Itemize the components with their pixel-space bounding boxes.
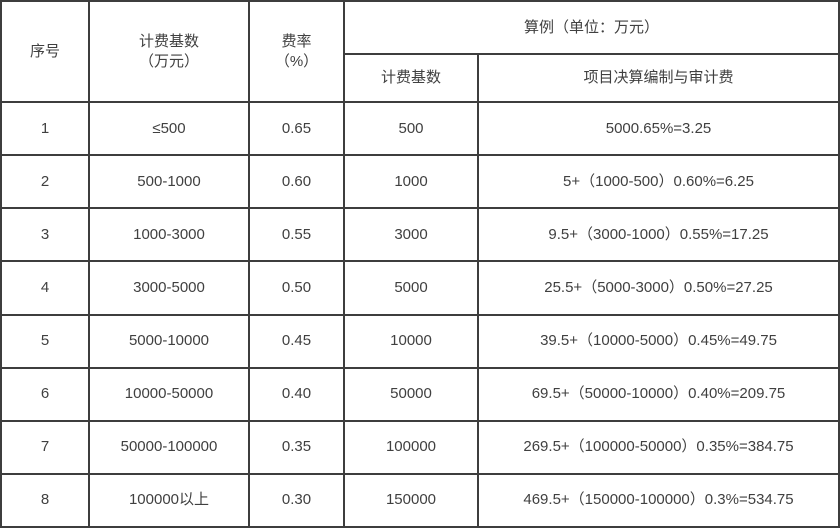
cell-calc-base: 3000 [343, 207, 479, 263]
cell-no: 7 [0, 419, 90, 475]
column-header-example: 算例（单位：万元） [343, 0, 840, 55]
header-row-sub: 计费基数 项目决算编制与审计费 [1, 53, 840, 103]
column-header-rate: 费率 （%） [248, 0, 345, 103]
column-header-base-line2: （万元） [138, 52, 199, 70]
cell-calc-base: 100000 [343, 419, 479, 475]
subcolumn-header-fee: 项目决算编制与审计费 [477, 53, 840, 103]
cell-no: 8 [0, 472, 90, 528]
table-row: 7 50000-100000 0.35 100000 269.5+（100000… [0, 419, 840, 475]
cell-formula: 5+（1000-500）0.60%=6.25 [477, 154, 840, 210]
cell-formula: 69.5+（50000-10000）0.40%=209.75 [477, 366, 840, 422]
cell-no: 2 [0, 154, 90, 210]
cell-rate: 0.40 [248, 366, 345, 422]
cell-rate: 0.35 [248, 419, 345, 475]
cell-base: 1000-3000 [88, 207, 250, 263]
cell-base: 10000-50000 [88, 366, 250, 422]
cell-base: ≤500 [88, 100, 250, 157]
cell-formula: 9.5+（3000-1000）0.55%=17.25 [477, 207, 840, 263]
cell-base: 3000-5000 [88, 260, 250, 316]
cell-base: 100000以上 [88, 472, 250, 528]
cell-calc-base: 5000 [343, 260, 479, 316]
cell-calc-base: 10000 [343, 313, 479, 369]
column-header-base-line1: 计费基数 [138, 32, 199, 50]
column-header-base: 计费基数 （万元） [88, 0, 250, 103]
cell-no: 4 [0, 260, 90, 316]
column-header-rate-line1: 费率 [281, 32, 312, 50]
cell-rate: 0.30 [248, 472, 345, 528]
cell-no: 6 [0, 366, 90, 422]
table-header: 序号 计费基数 （万元） 费率 （%） 算例（单位：万元） 计费基数 项目决算编… [0, 0, 840, 103]
table-row: 1 ≤500 0.65 500 5000.65%=3.25 [0, 100, 840, 157]
subcolumn-header-calc-base: 计费基数 [343, 53, 479, 103]
cell-formula: 25.5+（5000-3000）0.50%=27.25 [477, 260, 840, 316]
cell-calc-base: 150000 [343, 472, 479, 528]
cell-rate: 0.60 [248, 154, 345, 210]
cell-formula: 5000.65%=3.25 [477, 100, 840, 157]
column-header-rate-line2: （%） [274, 52, 319, 70]
cell-base: 5000-10000 [88, 313, 250, 369]
table-row: 2 500-1000 0.60 1000 5+（1000-500）0.60%=6… [0, 154, 840, 210]
cell-no: 5 [0, 313, 90, 369]
table-row: 3 1000-3000 0.55 3000 9.5+（3000-1000）0.5… [0, 207, 840, 263]
cell-no: 3 [0, 207, 90, 263]
cell-formula: 269.5+（100000-50000）0.35%=384.75 [477, 419, 840, 475]
column-header-no: 序号 [0, 0, 90, 103]
cell-rate: 0.55 [248, 207, 345, 263]
cell-formula: 39.5+（10000-5000）0.45%=49.75 [477, 313, 840, 369]
table-row: 8 100000以上 0.30 150000 469.5+（150000-100… [0, 472, 840, 528]
cell-base: 500-1000 [88, 154, 250, 210]
cell-calc-base: 500 [343, 100, 479, 157]
cell-calc-base: 50000 [343, 366, 479, 422]
table-body: 1 ≤500 0.65 500 5000.65%=3.25 2 500-1000… [0, 100, 840, 528]
cell-no: 1 [0, 100, 90, 157]
table-row: 5 5000-10000 0.45 10000 39.5+（10000-5000… [0, 313, 840, 369]
cell-rate: 0.65 [248, 100, 345, 157]
table-row: 4 3000-5000 0.50 5000 25.5+（5000-3000）0.… [0, 260, 840, 316]
cell-base: 50000-100000 [88, 419, 250, 475]
table-row: 6 10000-50000 0.40 50000 69.5+（50000-100… [0, 366, 840, 422]
cell-formula: 469.5+（150000-100000）0.3%=534.75 [477, 472, 840, 528]
cell-calc-base: 1000 [343, 154, 479, 210]
header-row-top: 序号 计费基数 （万元） 费率 （%） 算例（单位：万元） [0, 0, 840, 103]
cell-rate: 0.45 [248, 313, 345, 369]
cell-rate: 0.50 [248, 260, 345, 316]
